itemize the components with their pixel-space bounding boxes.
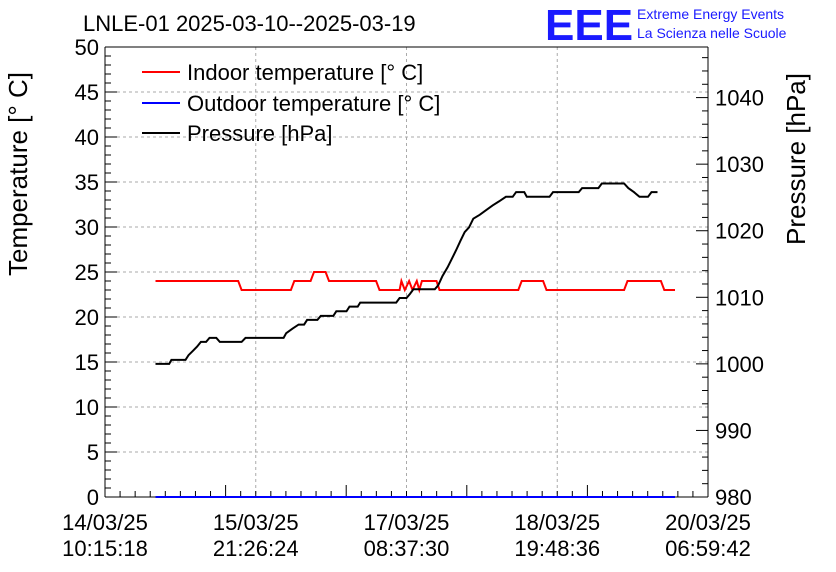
y-tick-label: 5 xyxy=(87,440,99,465)
y-tick-label: 15 xyxy=(75,350,99,375)
legend: Indoor temperature [° C] Outdoor tempera… xyxy=(142,60,440,146)
y-tick-label: 35 xyxy=(75,170,99,195)
grid xyxy=(105,47,708,497)
y2-tick-label: 1020 xyxy=(715,219,764,244)
x-tick-label-time: 06:59:42 xyxy=(665,536,751,561)
y-tick-label: 30 xyxy=(75,215,99,240)
y2-tick-label: 990 xyxy=(715,418,752,443)
y2-tick-label: 980 xyxy=(715,485,752,510)
axis-ticks: 0 5 10 15 20 25 30 35 40 45 50 980 990 1000 1010 1020 10… xyxy=(62,35,764,561)
y2-tick-label: 1040 xyxy=(715,86,764,111)
logo-mark-text: EEE xyxy=(545,1,633,50)
x-tick-label-date: 17/03/25 xyxy=(364,510,450,535)
series-line-pressure-hpa xyxy=(155,182,658,365)
legend-label-outdoor: Outdoor temperature [° C] xyxy=(187,91,440,116)
y2-tick-label: 1030 xyxy=(715,152,764,177)
x-tick-label-time: 21:26:24 xyxy=(213,536,299,561)
y-tick-label: 20 xyxy=(75,305,99,330)
x-tick-label-date: 14/03/25 xyxy=(62,510,148,535)
y2-axis-title: Pressure [hPa] xyxy=(781,73,811,245)
logo-line1: Extreme Energy Events xyxy=(637,6,784,22)
x-tick-label-date: 20/03/25 xyxy=(665,510,751,535)
eee-logo-mark: EEE xyxy=(545,1,633,50)
y-tick-label: 50 xyxy=(75,35,99,60)
x-tick-label-time: 10:15:18 xyxy=(62,536,148,561)
x-tick-label-time: 19:48:36 xyxy=(514,536,600,561)
series-line-indoor-temperature-c xyxy=(155,271,675,294)
y-axis-title: Temperature [° C] xyxy=(3,72,33,276)
x-tick-label-date: 15/03/25 xyxy=(213,510,299,535)
legend-label-pressure: Pressure [hPa] xyxy=(187,121,333,146)
x-tick-label-time: 08:37:30 xyxy=(364,536,450,561)
y2-tick-label: 1000 xyxy=(715,352,764,377)
series-lines xyxy=(155,182,675,498)
chart-title: LNLE-01 2025-03-10--2025-03-19 xyxy=(83,11,416,36)
legend-label-indoor: Indoor temperature [° C] xyxy=(187,60,423,85)
y2-tick-label: 1010 xyxy=(715,285,764,310)
logo: EEE Extreme Energy Events La Scienza nel… xyxy=(545,1,787,50)
logo-line2: La Scienza nelle Scuole xyxy=(637,25,787,41)
y-tick-label: 45 xyxy=(75,80,99,105)
y-tick-label: 40 xyxy=(75,125,99,150)
y-tick-label: 10 xyxy=(75,395,99,420)
x-tick-label-date: 18/03/25 xyxy=(514,510,600,535)
y-tick-label: 0 xyxy=(87,485,99,510)
y-tick-label: 25 xyxy=(75,260,99,285)
